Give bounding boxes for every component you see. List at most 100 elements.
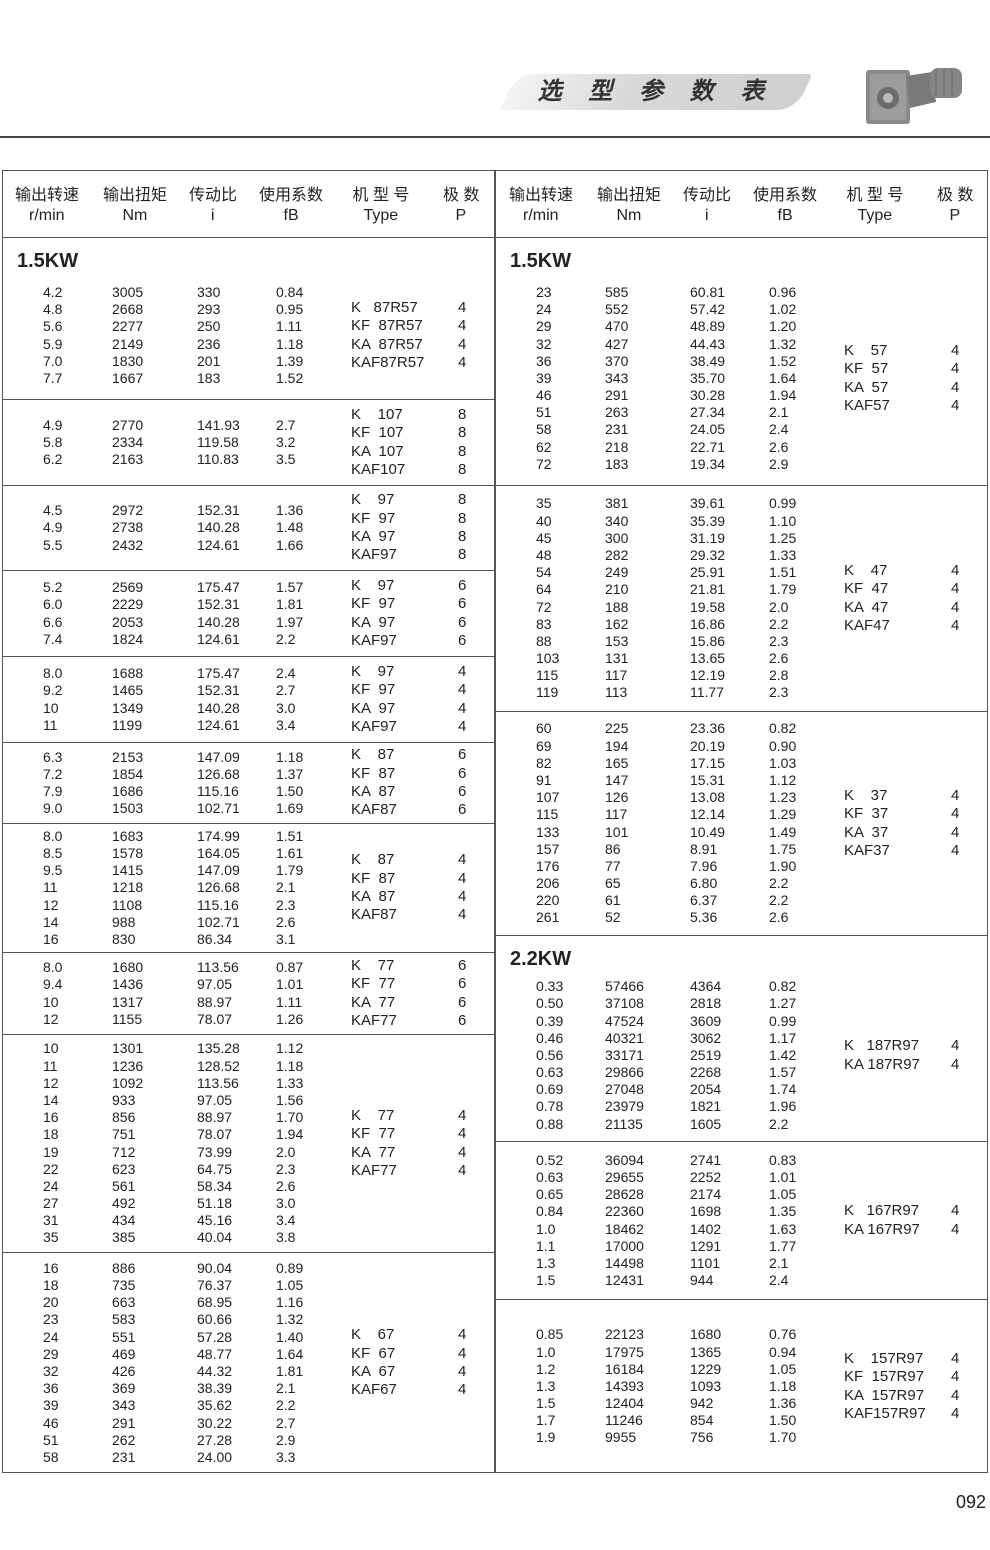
cell-service-factor: 1.50	[769, 1412, 797, 1429]
cell-torque: 188	[605, 598, 629, 615]
cell-service-factor: 2.3	[276, 896, 296, 913]
cell-torque: 1301	[112, 1040, 144, 1057]
cell-speed: 11	[43, 879, 58, 896]
model-group: 4.9 2770 141.93 2.7 5.8 2334 119.58 3.2 6.2 2163 1…	[3, 400, 494, 486]
data-rows: 60 225 23.36 0.82 69 194 20.19 0.90 82 165 17.15 1.…	[496, 720, 987, 926]
data-rows: 8.0 1683 174.99 1.51 8.5 1578 164.05 1.61 9.5 141…	[3, 828, 494, 948]
cell-torque: 86	[605, 840, 621, 857]
cell-ratio: 35.62	[197, 1397, 233, 1414]
cell-ratio: 1680	[690, 1326, 722, 1343]
cell-torque: 1686	[112, 783, 144, 799]
cell-service-factor: 2.9	[276, 1431, 296, 1448]
cell-torque: 1578	[112, 845, 144, 862]
cell-speed: 60	[536, 720, 552, 737]
data-rows: 35 381 39.61 0.99 40 340 35.39 1.10 45 300 31.19 1.…	[496, 495, 987, 701]
cell-service-factor: 1.75	[769, 840, 797, 857]
data-rows: 0.33 57466 4364 0.82 0.50 37108 2818 1.27 0.39 47…	[496, 978, 987, 1133]
cell-torque: 469	[112, 1345, 136, 1362]
cell-service-factor: 0.83	[769, 1151, 797, 1168]
cell-speed: 133	[536, 823, 560, 840]
model-group: 60 225 23.36 0.82 69 194 20.19 0.90 82 165 17.15 1.…	[496, 712, 987, 936]
page-title: 选 型 参 数 表	[537, 78, 775, 105]
cell-service-factor: 1.50	[276, 783, 304, 799]
cell-ratio: 10.49	[690, 823, 726, 840]
table-row: 4.5 2972 152.31 1.36	[3, 502, 494, 519]
cell-torque: 1830	[112, 352, 144, 369]
table-row: 29 470 48.89 1.20	[496, 318, 987, 335]
cell-ratio: 19.58	[690, 598, 726, 615]
table-row: 16 856 88.97 1.70	[3, 1109, 494, 1126]
table-row: 72 188 19.58 2.0	[496, 599, 987, 616]
cell-ratio: 293	[197, 301, 221, 318]
header-label-en: Nm	[122, 207, 148, 224]
cell-torque: 263	[605, 404, 629, 421]
cell-ratio: 1821	[690, 1098, 722, 1115]
cell-torque: 2569	[112, 579, 144, 596]
cell-ratio: 5.36	[690, 909, 718, 926]
cell-speed: 91	[536, 771, 552, 788]
cell-torque: 1680	[112, 959, 144, 976]
cell-ratio: 756	[690, 1429, 714, 1446]
cell-torque: 2277	[112, 318, 144, 335]
table-row: 206 65 6.80 2.2	[496, 875, 987, 892]
cell-ratio: 115.16	[197, 896, 239, 913]
cell-torque: 2149	[112, 335, 144, 352]
cell-service-factor: 1.01	[276, 976, 304, 993]
table-row: 4.9 2738 140.28 1.48	[3, 519, 494, 536]
table-row: 133 101 10.49 1.49	[496, 824, 987, 841]
cell-torque: 126	[605, 789, 629, 806]
table-row: 0.69 27048 2054 1.74	[496, 1081, 987, 1098]
table-row: 7.4 1824 124.61 2.2	[3, 631, 494, 648]
cell-speed: 29	[43, 1345, 59, 1362]
cell-ratio: 152.31	[197, 502, 240, 519]
cell-ratio: 90.04	[197, 1259, 233, 1276]
table-row: 6.2 2163 110.83 3.5	[3, 451, 494, 468]
table-row: 0.63 29866 2268 1.57	[496, 1064, 987, 1081]
cell-service-factor: 1.77	[769, 1237, 797, 1254]
header-label-en: fB	[777, 207, 793, 224]
cell-speed: 24	[43, 1177, 59, 1194]
cell-ratio: 174.99	[197, 827, 240, 844]
cell-ratio: 124.61	[197, 536, 240, 553]
cell-service-factor: 1.69	[276, 800, 304, 817]
table-row: 6.3 2153 147.09 1.18	[3, 749, 494, 766]
table-row: 4.8 2668 293 0.95	[3, 301, 494, 318]
cell-ratio: 57.42	[690, 301, 726, 318]
cell-ratio: 128.52	[197, 1057, 240, 1074]
cell-service-factor: 1.33	[276, 1074, 304, 1091]
cell-speed: 16	[43, 1259, 59, 1276]
cell-ratio: 330	[197, 283, 221, 300]
header-label-en: Type	[363, 207, 399, 224]
cell-torque: 385	[112, 1229, 136, 1246]
table-row: 11 1199 124.61 3.4	[3, 717, 494, 734]
header-label-en: Type	[857, 207, 893, 224]
cell-service-factor: 3.0	[276, 699, 296, 716]
cell-service-factor: 2.7	[276, 416, 296, 433]
cell-speed: 46	[536, 387, 552, 404]
table-row: 18 735 76.37 1.05	[3, 1277, 494, 1294]
cell-speed: 220	[536, 892, 560, 909]
header-label-en: i	[211, 207, 215, 224]
cell-ratio: 12.19	[690, 667, 726, 684]
cell-ratio: 29.32	[690, 546, 726, 563]
cell-torque: 12404	[605, 1395, 644, 1412]
cell-speed: 48	[536, 546, 552, 563]
cell-torque: 1155	[112, 1010, 143, 1027]
cell-service-factor: 1.63	[769, 1220, 797, 1237]
cell-ratio: 97.05	[197, 976, 233, 993]
table-row: 11 1236 128.52 1.18	[3, 1058, 494, 1075]
table-header-left: 输出转速 r/min 输出扭矩 Nm 传动比 i 使用系数 fB 机 型 号 Type 极 数 P	[3, 171, 494, 238]
cell-speed: 18	[43, 1126, 59, 1143]
cell-speed: 0.50	[536, 995, 564, 1012]
table-row: 58 231 24.05 2.4	[496, 421, 987, 438]
table-row: 46 291 30.28 1.94	[496, 387, 987, 404]
cell-speed: 10	[43, 1040, 59, 1057]
cell-service-factor: 1.79	[769, 581, 797, 598]
cell-service-factor: 1.66	[276, 536, 304, 553]
cell-torque: 3005	[112, 283, 144, 300]
table-row: 5.5 2432 124.61 1.66	[3, 537, 494, 554]
cell-ratio: 124.61	[197, 716, 240, 733]
cell-speed: 7.0	[43, 352, 63, 369]
cell-speed: 4.8	[43, 301, 63, 318]
cell-service-factor: 1.27	[769, 995, 797, 1012]
